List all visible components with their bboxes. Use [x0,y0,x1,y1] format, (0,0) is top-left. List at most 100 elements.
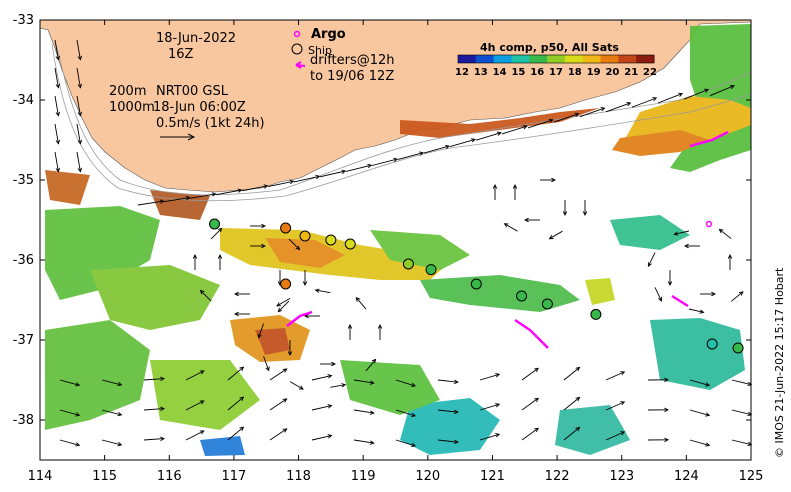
current-arrowhead [295,245,301,251]
current-arrowhead [77,139,83,145]
product-label: NRT00 GSL [156,84,229,99]
current-arrowhead [282,368,288,373]
date-label: 18-Jun-2022 [156,31,236,46]
current-arrowhead [239,396,245,402]
colorbar-tick-label: 21 [624,67,638,78]
current-arrowhead [217,227,223,233]
current-arrowhead [683,243,689,249]
current-arrowhead [453,409,459,415]
drifter-track [514,319,549,349]
current-arrowhead [377,323,383,329]
current-arrow [76,67,81,88]
ship-marker [280,222,292,234]
sst-patch-west-green2 [90,265,220,330]
ship-marker [470,278,482,290]
colorbar [457,54,655,64]
current-arrowhead [314,288,320,293]
lon-tick-label: 121 [480,469,505,484]
current-arrow [101,409,122,416]
colorbar-swatch [564,55,584,63]
current-arrow [654,287,662,302]
lat-tick-label: -34 [13,93,34,108]
current-arrow [579,107,605,118]
current-arrowhead [237,188,243,193]
current-arrowhead [239,426,245,432]
ship-marker [732,342,744,354]
colorbar-tick-label: 18 [568,67,582,78]
current-arrowhead [664,377,669,383]
sst-patch-west-orange [45,170,90,205]
current-arrowhead [673,231,679,236]
colorbar-swatch [529,55,548,63]
current-arrowhead [77,55,83,61]
colorbar-swatch [493,55,512,63]
current-arrow [365,359,376,372]
current-arrowhead [327,374,333,379]
current-arrowhead [575,426,581,432]
current-arrow [521,427,539,441]
current-arrow [437,409,458,413]
sst-patch-east-yellow [585,278,615,305]
current-arrow [189,193,216,199]
current-arrow [227,426,244,441]
lon-tick-label: 124 [674,469,699,484]
sst-patch-west-green [45,206,160,300]
current-arrowhead [185,195,191,201]
time-label: 16Z [168,47,194,62]
current-arrow [59,409,80,416]
current-arrowhead [718,228,724,234]
current-arrowhead [160,376,165,382]
current-arrow [395,379,416,387]
colorbar-swatch [475,55,495,63]
scale-label: 0.5m/s (1kt 24h) [156,116,265,131]
current-arrow [605,431,625,441]
drifter-track [689,130,729,148]
current-arrow [475,132,502,141]
current-arrow [709,85,735,97]
current-arrow [137,200,164,206]
current-arrowhead [117,381,123,387]
current-arrowhead [575,366,581,372]
current-arrowhead [419,151,425,156]
current-arrow [449,138,476,148]
lon-tick-label: 115 [92,469,117,484]
lat-axis: -33 -34 -35 -36 -37 -38 [13,13,751,428]
current-arrowhead [699,309,705,314]
current-arrowhead [77,83,83,89]
current-arrowhead [534,367,539,373]
scale-arrow [160,133,196,141]
current-arrow [76,123,81,144]
colorbar-tick-label: 13 [474,67,488,78]
current-arrow [76,95,81,116]
current-arrow [605,371,625,381]
current-arrowhead [282,398,288,403]
current-arrow [501,125,527,135]
contour-1000m [51,43,752,202]
ship-marker [325,234,337,246]
current-arrow [311,375,332,381]
current-arrowhead [620,401,626,406]
sst-patch-eddy-red [255,328,290,355]
current-arrow [311,405,332,411]
current-arrowhead [453,379,459,385]
drifter-track [286,310,313,327]
current-arrow [54,151,59,172]
current-arrowhead [367,163,373,169]
current-arrowhead [496,131,502,136]
current-arrowhead [704,88,710,93]
sst-patch-center-green2 [420,275,580,312]
current-arrowhead [265,366,270,372]
current-arrow [521,397,539,411]
current-arrowhead [55,167,61,173]
current-arrowhead [211,192,217,197]
current-arrow [200,290,212,302]
lat-tick-label: -33 [13,13,34,28]
current-arrowhead [199,370,205,375]
current-arrowhead [341,383,347,388]
current-arrowhead [664,437,669,443]
sst-patch-east [670,24,751,172]
ship-marker [209,218,221,230]
current-arrowhead [331,361,337,367]
colorbar-swatch [600,55,619,63]
colorbar-tick-label: 22 [643,67,657,78]
